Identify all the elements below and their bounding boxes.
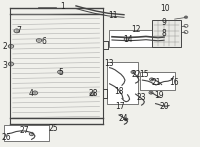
Text: 15: 15 bbox=[139, 70, 149, 80]
Text: 19: 19 bbox=[154, 91, 163, 100]
Text: 14: 14 bbox=[123, 35, 133, 44]
Bar bbox=[152, 20, 181, 47]
Text: 27: 27 bbox=[19, 126, 29, 135]
Text: 7: 7 bbox=[17, 26, 21, 35]
Text: 25: 25 bbox=[48, 124, 58, 133]
Text: 5: 5 bbox=[59, 67, 63, 77]
Text: 23: 23 bbox=[136, 93, 146, 102]
Bar bbox=[140, 72, 175, 90]
Text: 3: 3 bbox=[3, 61, 7, 70]
Text: 20: 20 bbox=[159, 102, 169, 111]
Text: 12: 12 bbox=[131, 25, 141, 34]
Text: 22: 22 bbox=[132, 70, 141, 80]
Text: 2: 2 bbox=[3, 42, 7, 51]
Text: 10: 10 bbox=[160, 4, 170, 13]
Circle shape bbox=[184, 16, 188, 19]
Text: 17: 17 bbox=[115, 102, 125, 111]
Text: 4: 4 bbox=[29, 89, 33, 98]
Text: 1: 1 bbox=[61, 2, 65, 11]
Bar bbox=[4, 125, 49, 141]
Text: 18: 18 bbox=[114, 87, 124, 96]
Text: 21: 21 bbox=[151, 78, 161, 87]
Text: 16: 16 bbox=[169, 78, 179, 87]
Text: 9: 9 bbox=[162, 18, 166, 27]
Bar bbox=[107, 62, 138, 104]
Bar bbox=[109, 30, 168, 47]
Text: 28: 28 bbox=[88, 89, 98, 98]
Text: 13: 13 bbox=[104, 59, 114, 68]
Text: 11: 11 bbox=[108, 11, 118, 20]
Text: 26: 26 bbox=[2, 133, 11, 142]
Text: 6: 6 bbox=[42, 37, 46, 46]
Text: 8: 8 bbox=[162, 29, 166, 38]
Text: 24: 24 bbox=[118, 114, 128, 123]
